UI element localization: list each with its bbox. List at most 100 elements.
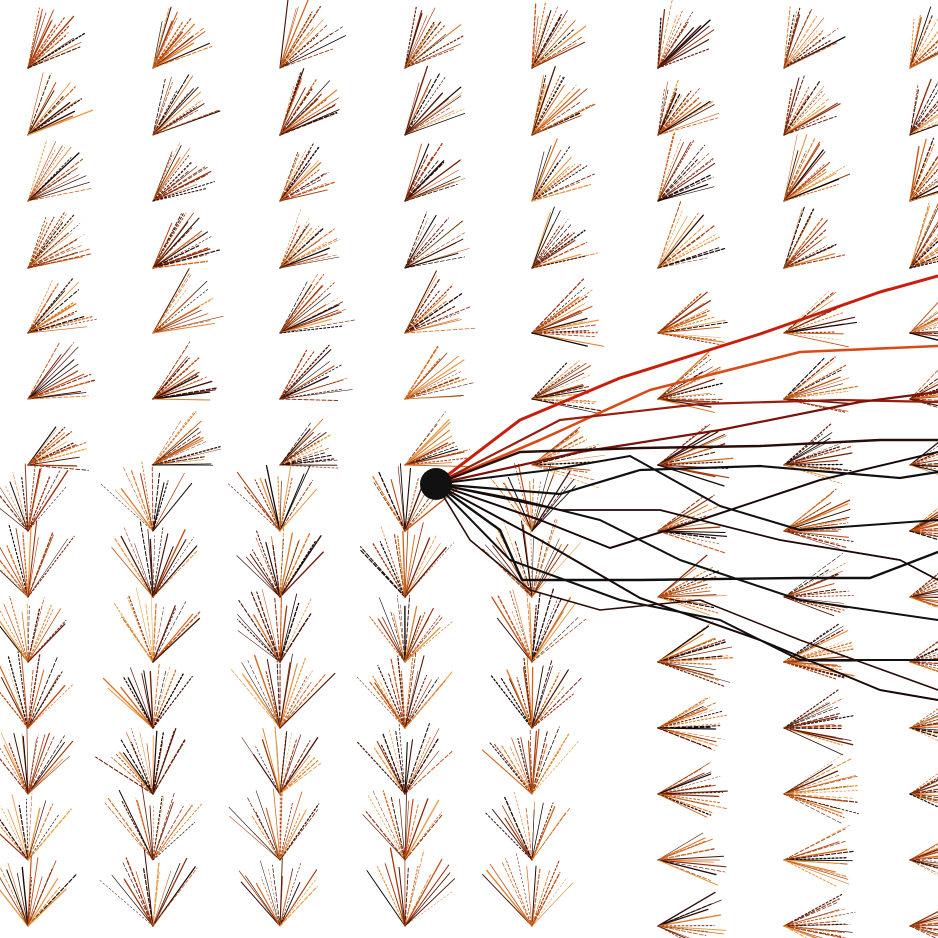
fan-stroke [909,39,938,69]
fan-stroke [404,441,455,466]
fan-stroke [657,210,683,269]
fan-stroke [152,249,220,269]
fan-stroke [783,41,839,69]
fan-stroke [657,117,719,136]
fan-stroke [909,914,938,927]
fan-stroke [27,315,94,334]
fan-stroke [152,212,194,269]
fan-stroke [783,902,838,927]
fan-stroke [909,89,938,136]
fan-stroke [152,412,194,466]
fan-stroke [657,92,682,136]
fan-glyph [783,6,846,69]
fan-stroke [279,361,330,400]
fan-stroke [27,32,86,69]
fan-stroke [400,604,406,663]
fan-stroke [0,758,29,795]
fan-stroke [783,184,839,202]
fan-stroke [152,245,200,269]
fan-stroke [657,916,707,927]
fan-stroke [27,181,90,202]
fan-stroke [279,285,323,334]
fan-stroke [404,232,465,269]
fan-stroke [404,108,465,136]
fan-stroke [485,544,533,598]
fan-stroke [909,591,938,598]
fan-stroke [657,859,727,868]
fan-stroke [657,351,710,400]
fan-stroke [657,247,720,269]
fan-stroke [657,319,726,334]
fan-stroke [122,752,154,795]
fan-stroke [909,648,938,663]
fan-glyph [657,351,724,413]
fan-stroke [111,547,154,598]
fan-stroke [783,85,825,136]
fan-stroke [909,180,938,202]
fan-stroke [0,559,29,598]
fan-stroke [909,520,938,532]
fan-stroke [279,365,335,400]
fan-stroke [909,185,938,202]
fan-stroke [247,660,281,729]
fan-stroke [531,287,585,334]
fan-stroke [404,655,425,729]
fan-stroke [127,677,154,729]
fan-stroke [152,862,160,927]
fan-stroke [27,669,45,729]
fan-stroke [26,725,29,795]
fan-stroke [279,458,335,466]
fan-stroke [404,355,459,400]
fan-stroke [279,877,317,927]
fan-stroke [27,685,66,729]
fan-stroke [531,448,594,466]
fan-stroke [279,532,293,598]
fan-stroke [404,327,477,334]
fan-stroke [531,374,591,400]
fan-stroke [657,925,707,937]
fan-stroke [657,247,726,269]
fan-stroke [657,793,708,818]
fan-stroke [783,595,854,598]
fan-stroke [27,456,80,466]
fan-stroke [27,46,81,69]
fan-stroke [531,542,581,598]
fan-stroke [657,596,719,614]
fan-stroke [783,689,839,729]
fan-stroke [496,617,533,663]
fan-stroke [909,396,938,400]
fan-stroke [279,349,308,400]
fan-stroke [404,13,423,69]
fan-stroke [909,661,938,670]
fan-stroke [279,809,319,861]
fan-stroke [657,710,723,729]
fan-stroke [120,488,154,532]
fan-stroke [783,8,813,69]
fan-stroke [152,391,211,400]
fan-stroke [531,96,579,136]
fan-stroke [909,849,938,861]
fan-stroke [909,398,938,404]
fan-stroke [279,26,343,69]
fan-stroke [254,616,281,663]
fan-stroke [514,540,533,598]
fan-stroke [152,91,201,136]
fan-stroke [152,529,186,598]
fan-stroke [783,246,833,269]
fan-stroke [492,809,533,861]
fan-stroke [531,685,566,729]
fan-stroke [657,903,712,927]
fan-stroke [909,727,938,741]
fan-stroke [27,807,41,861]
fan-stroke [279,605,288,663]
fan-stroke [783,459,839,466]
fan-stroke [152,419,182,466]
fan-stroke [152,821,196,861]
fan-stroke [909,45,938,69]
fan-stroke [517,737,533,795]
fan-stroke [135,797,154,861]
fan-stroke [384,863,406,927]
fan-stroke [517,463,533,532]
fan-stroke [404,285,453,334]
fan-stroke [531,41,586,69]
